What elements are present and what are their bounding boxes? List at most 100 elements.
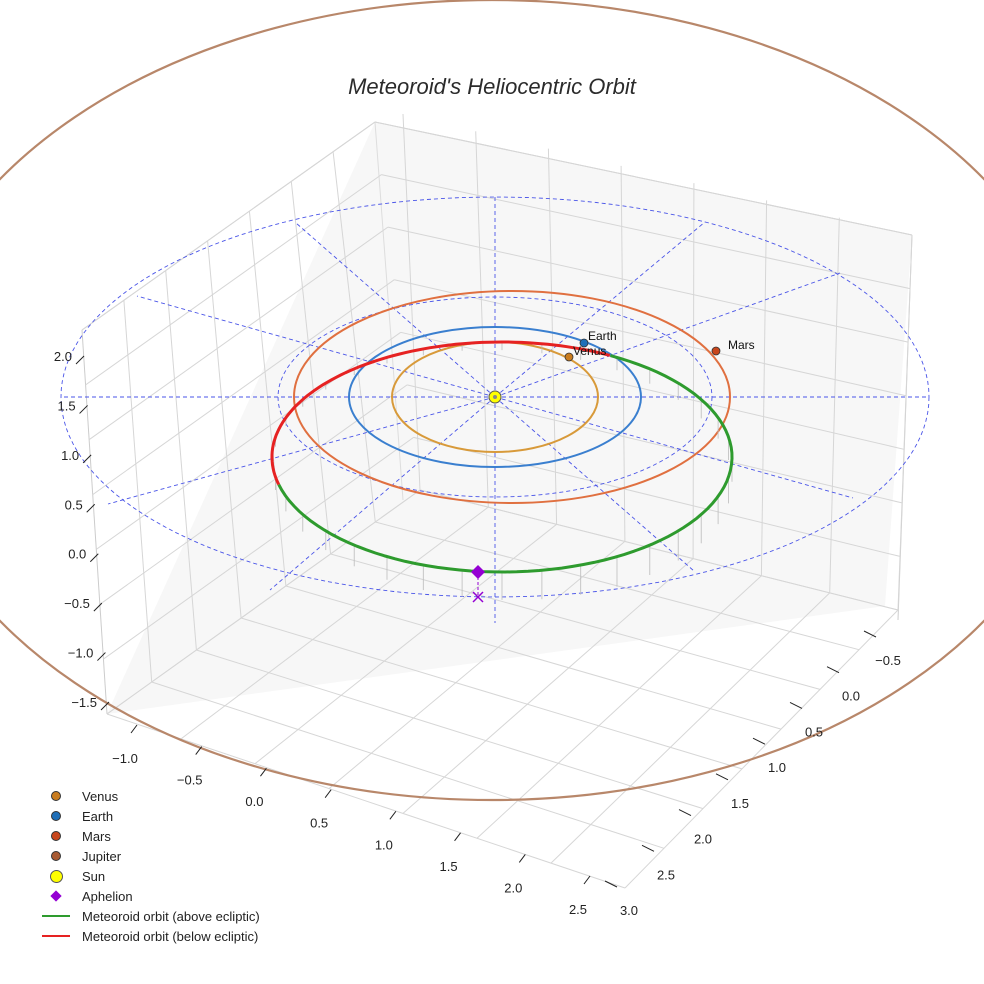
grid-line <box>240 617 743 770</box>
grid-line <box>180 506 489 740</box>
x-tick <box>130 724 138 734</box>
legend-marker-earth <box>51 811 61 821</box>
y-tick-label: 0.5 <box>805 724 823 739</box>
grid-line <box>290 181 332 555</box>
legend-line-orbit-below <box>42 935 70 937</box>
z-tick <box>97 652 106 661</box>
x-tick-label: −0.5 <box>177 773 203 788</box>
grid-line <box>96 331 401 550</box>
z-tick <box>100 701 110 711</box>
reference-spoke <box>295 222 496 398</box>
legend-item-aphelion: Aphelion <box>40 886 260 906</box>
grid-line <box>330 553 821 690</box>
mars-orbit <box>293 290 731 504</box>
left-box-edge <box>81 329 108 715</box>
grid-line <box>829 217 840 593</box>
z-tick-label: 0.5 <box>65 497 83 512</box>
z-tick <box>86 503 96 513</box>
z-tick-label: 2.0 <box>54 349 72 364</box>
grid-line <box>254 523 557 765</box>
meteoroid-orbit-above <box>277 354 734 574</box>
grid-line <box>106 489 421 715</box>
legend-item-earth: Earth <box>40 806 260 826</box>
x-tick <box>324 789 332 799</box>
z-tick <box>82 454 92 464</box>
grid-line <box>88 226 389 441</box>
grid-line <box>81 121 376 331</box>
z-tick-label: −1.5 <box>71 695 97 710</box>
x-tick <box>583 875 591 885</box>
mars-marker <box>711 346 721 356</box>
y-tick-label: 0.0 <box>842 689 860 704</box>
grid-line <box>897 234 913 611</box>
aphelion-projection-marker <box>472 591 484 603</box>
reference-spoke <box>136 295 496 398</box>
y-tick-label: 1.5 <box>731 796 749 811</box>
grid-line <box>550 592 831 864</box>
y-tick-label: 1.0 <box>768 760 786 775</box>
sun-core <box>493 395 497 399</box>
legend-marker-aphelion <box>50 890 62 902</box>
legend-label-earth: Earth <box>82 808 114 824</box>
grid-line <box>196 649 704 810</box>
x-tick-label: 0.0 <box>245 794 263 809</box>
x-tick <box>518 854 526 863</box>
grid-line <box>402 558 694 814</box>
grid-line <box>692 183 695 559</box>
reference-spoke <box>494 221 706 398</box>
grid-line <box>248 211 287 587</box>
legend-label-sun: Sun <box>82 868 106 884</box>
grid-line <box>328 541 626 789</box>
x-tick-label: 0.5 <box>310 816 328 831</box>
grid-line <box>624 609 899 889</box>
x-tick-label: −1.0 <box>112 751 138 766</box>
grid-line <box>400 331 905 450</box>
legend-marker-sun <box>49 869 63 883</box>
legend-item-orbit-above: Meteoroid orbit (above ecliptic) <box>40 906 260 926</box>
y-tick <box>752 737 766 745</box>
legend-line-orbit-above <box>42 915 70 917</box>
reference-spoke <box>269 396 496 591</box>
grid-line <box>419 489 899 611</box>
grid-line <box>413 436 901 557</box>
legend: Venus Earth Mars Jupiter Sun Aphelion Me… <box>40 786 260 946</box>
x-tick-label: 1.5 <box>440 859 458 874</box>
reference-rings <box>60 195 930 623</box>
x-tick <box>454 832 461 842</box>
legend-label-venus: Venus <box>82 788 119 804</box>
grid-line <box>151 681 665 849</box>
meteoroid-orbit-below <box>270 340 611 486</box>
z-tick-label: −1.0 <box>68 646 94 661</box>
grid-line <box>85 174 382 386</box>
grid-line <box>207 240 242 619</box>
axis-ticks: 2.0 1.5 1.0 0.5 0.0 −0.5 −1.0 −1.5 −1.0 −0.5 0.0 0.… <box>54 349 901 918</box>
y-tick-label: 2.0 <box>694 832 712 847</box>
grid-line <box>406 384 903 504</box>
legend-item-orbit-below: Meteoroid orbit (below ecliptic) <box>40 926 260 946</box>
y-tick <box>678 809 692 817</box>
grid-line <box>165 270 197 651</box>
y-tick-label: −0.5 <box>875 653 901 668</box>
grid-line <box>123 300 153 683</box>
x-tick <box>389 810 397 820</box>
z-tick-label: 0.0 <box>68 547 86 562</box>
grid-line <box>381 174 911 290</box>
legend-label-orbit-above: Meteoroid orbit (above ecliptic) <box>82 908 260 924</box>
legend-marker-jupiter <box>51 851 61 861</box>
y-tick-label: 2.5 <box>657 867 675 882</box>
meteoroid-orbit-group <box>270 340 734 600</box>
z-tick-label: 1.0 <box>61 448 79 463</box>
jupiter-orbit <box>0 0 984 801</box>
jupiter-orbit-group <box>0 0 984 801</box>
legend-item-venus: Venus <box>40 786 260 806</box>
x-tick <box>195 746 203 755</box>
earth-orbit <box>348 326 642 468</box>
grid-line <box>106 713 626 889</box>
y-tick <box>604 880 618 888</box>
legend-item-sun: Sun <box>40 866 260 886</box>
y-tick <box>826 666 840 674</box>
x-tick-label: 2.0 <box>504 880 522 895</box>
legend-marker-venus <box>51 791 61 801</box>
